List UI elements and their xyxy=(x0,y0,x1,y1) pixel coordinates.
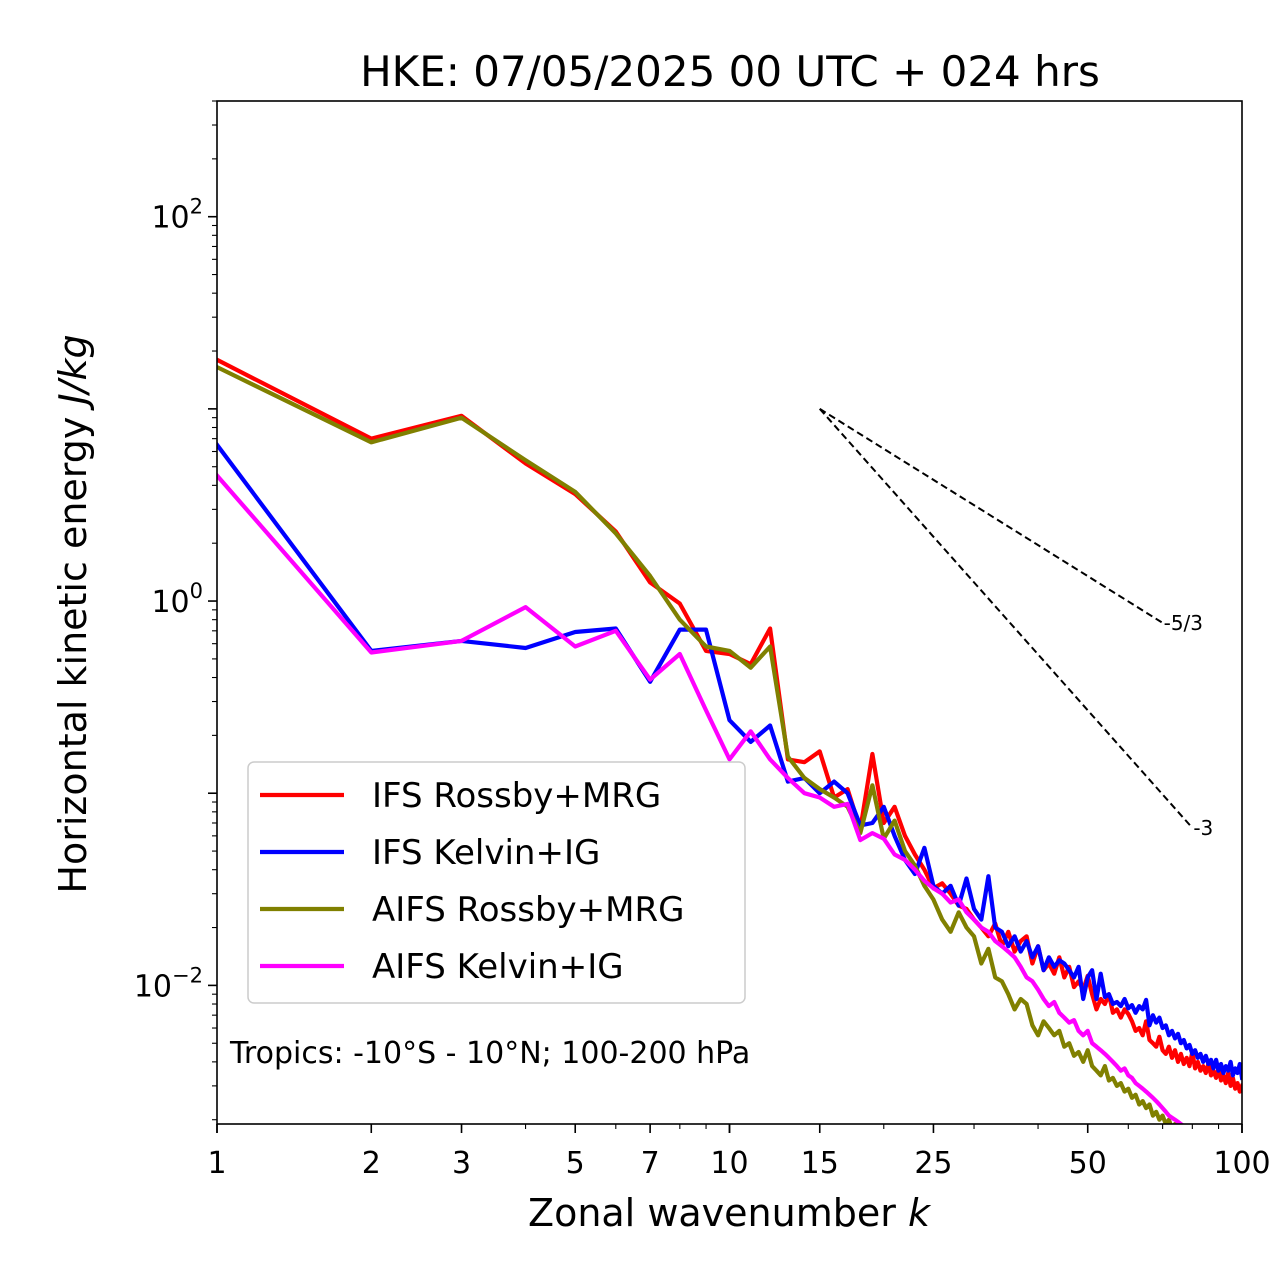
legend-label: AIFS Kelvin+IG xyxy=(372,947,624,987)
x-tick-label: 15 xyxy=(801,1146,839,1181)
legend-label: AIFS Rossby+MRG xyxy=(372,890,684,930)
x-tick-label: 50 xyxy=(1069,1146,1107,1181)
region-annotation: Tropics: -10°S - 10°N; 100-200 hPa xyxy=(229,1036,750,1071)
y-tick-base: 10 xyxy=(151,201,189,236)
reference-slope-line xyxy=(819,408,1164,624)
series-line xyxy=(217,472,1185,1124)
legend-box xyxy=(247,761,746,1004)
y-tick-base: 10 xyxy=(151,585,189,620)
x-axis-label-text: Zonal wavenumber xyxy=(528,1191,908,1235)
y-tick-exponent: 0 xyxy=(190,579,203,603)
reference-slope-line xyxy=(818,408,1194,829)
x-tick-label: 2 xyxy=(362,1146,381,1181)
y-axis-label: Horizontal kinetic energy J/kg xyxy=(51,334,95,893)
series-line xyxy=(217,441,1242,1081)
y-tick-exponent: 2 xyxy=(190,195,203,219)
series-lines xyxy=(217,357,1242,1124)
x-tick-label: 5 xyxy=(566,1146,585,1181)
reference-lines: -5/3 -3 xyxy=(818,408,1213,840)
y-tick-label: 100 xyxy=(151,579,203,620)
x-tick-label: 1 xyxy=(207,1146,226,1181)
y-axis-label-unit: J/kg xyxy=(51,334,95,411)
y-tick-base: 10 xyxy=(134,969,172,1004)
x-tick-label: 25 xyxy=(914,1146,952,1181)
y-tick-exponent: −2 xyxy=(172,963,203,987)
chart-title: HKE: 07/05/2025 00 UTC + 024 hrs xyxy=(360,47,1100,96)
x-tick-label: 7 xyxy=(641,1146,660,1181)
reference-slope-label: -3 xyxy=(1193,816,1213,840)
x-axis-ticks: 1 2 3 5 7 10 15 25 50 100 xyxy=(207,1124,1271,1181)
reference-slope-label: -5/3 xyxy=(1164,611,1203,635)
y-axis-label-text: Horizontal kinetic energy xyxy=(51,405,95,894)
x-tick-label: 100 xyxy=(1213,1146,1270,1181)
x-tick-label: 3 xyxy=(452,1146,471,1181)
legend: IFS Rossby+MRG IFS Kelvin+IG AIFS Rossby+M… xyxy=(247,761,746,1004)
legend-label: IFS Rossby+MRG xyxy=(372,776,661,816)
x-axis-label-variable: k xyxy=(908,1191,932,1235)
x-axis-label: Zonal wavenumber k xyxy=(528,1191,932,1235)
y-tick-label: 102 xyxy=(151,195,203,236)
y-tick-label: 10−2 xyxy=(134,963,203,1004)
x-tick-label: 10 xyxy=(710,1146,748,1181)
legend-label: IFS Kelvin+IG xyxy=(372,833,600,873)
series-line xyxy=(217,364,1178,1124)
